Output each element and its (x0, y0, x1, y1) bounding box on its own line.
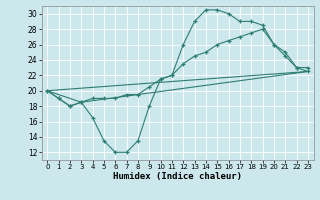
X-axis label: Humidex (Indice chaleur): Humidex (Indice chaleur) (113, 172, 242, 181)
